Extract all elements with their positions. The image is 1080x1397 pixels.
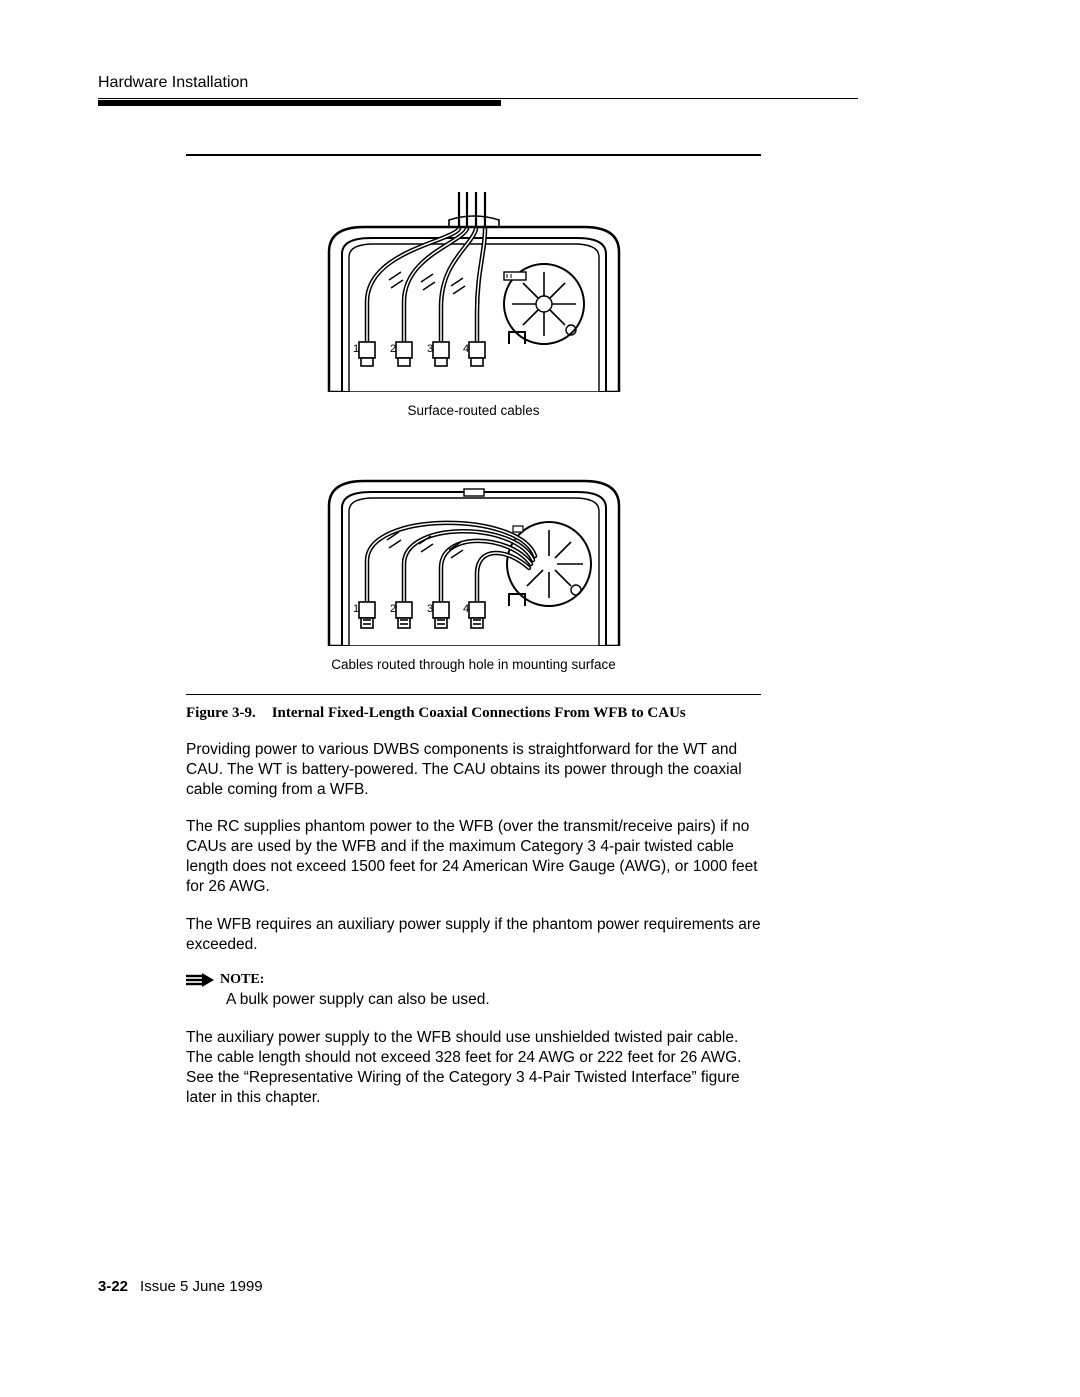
- paragraph-1: Providing power to various DWBS componen…: [186, 740, 761, 799]
- figure-top-rule: [186, 154, 761, 156]
- figure-caption: Figure 3-9. Internal Fixed-Length Coaxial…: [186, 705, 761, 722]
- header-rule-thin: [98, 98, 858, 99]
- page-footer: 3-22 Issue 5 June 1999: [98, 1278, 263, 1295]
- section-header: Hardware Installation: [98, 74, 858, 92]
- port-label-2b: 2: [390, 603, 396, 615]
- port-label-1: 1: [353, 343, 359, 355]
- port-label-3b: 3: [427, 603, 433, 615]
- note-label: NOTE:: [220, 972, 264, 988]
- paragraph-4: The auxiliary power supply to the WFB sh…: [186, 1028, 761, 1107]
- port-label-3: 3: [427, 343, 433, 355]
- page-number: 3-22: [98, 1278, 128, 1295]
- note-arrow-icon: [186, 973, 214, 987]
- port-label-4b: 4: [463, 603, 469, 615]
- paragraph-2: The RC supplies phantom power to the WFB…: [186, 817, 761, 896]
- header-rule-thick: [98, 100, 501, 106]
- diagram-caption-bottom: Cables routed through hole in mounting s…: [186, 657, 761, 672]
- note-block: NOTE: A bulk power supply can also be us…: [186, 972, 761, 1010]
- figure-bottom-rule: [186, 694, 761, 695]
- paragraph-3: The WFB requires an auxiliary power supp…: [186, 915, 761, 955]
- note-body: A bulk power supply can also be used.: [226, 990, 761, 1010]
- diagram-through-hole: 1 2 3 4 Cables routed through hole in mo…: [186, 456, 761, 672]
- diagram-caption-top: Surface-routed cables: [186, 403, 761, 418]
- port-label-1b: 1: [353, 603, 359, 615]
- figure-label: Figure 3-9.: [186, 705, 256, 721]
- issue-date: Issue 5 June 1999: [140, 1278, 263, 1295]
- figure-title: Internal Fixed-Length Coaxial Connection…: [272, 705, 686, 721]
- diagram-surface-routed: 1 2 3 4 Surface-routed cables: [186, 182, 761, 418]
- port-label-2: 2: [390, 343, 396, 355]
- port-label-4: 4: [463, 343, 469, 355]
